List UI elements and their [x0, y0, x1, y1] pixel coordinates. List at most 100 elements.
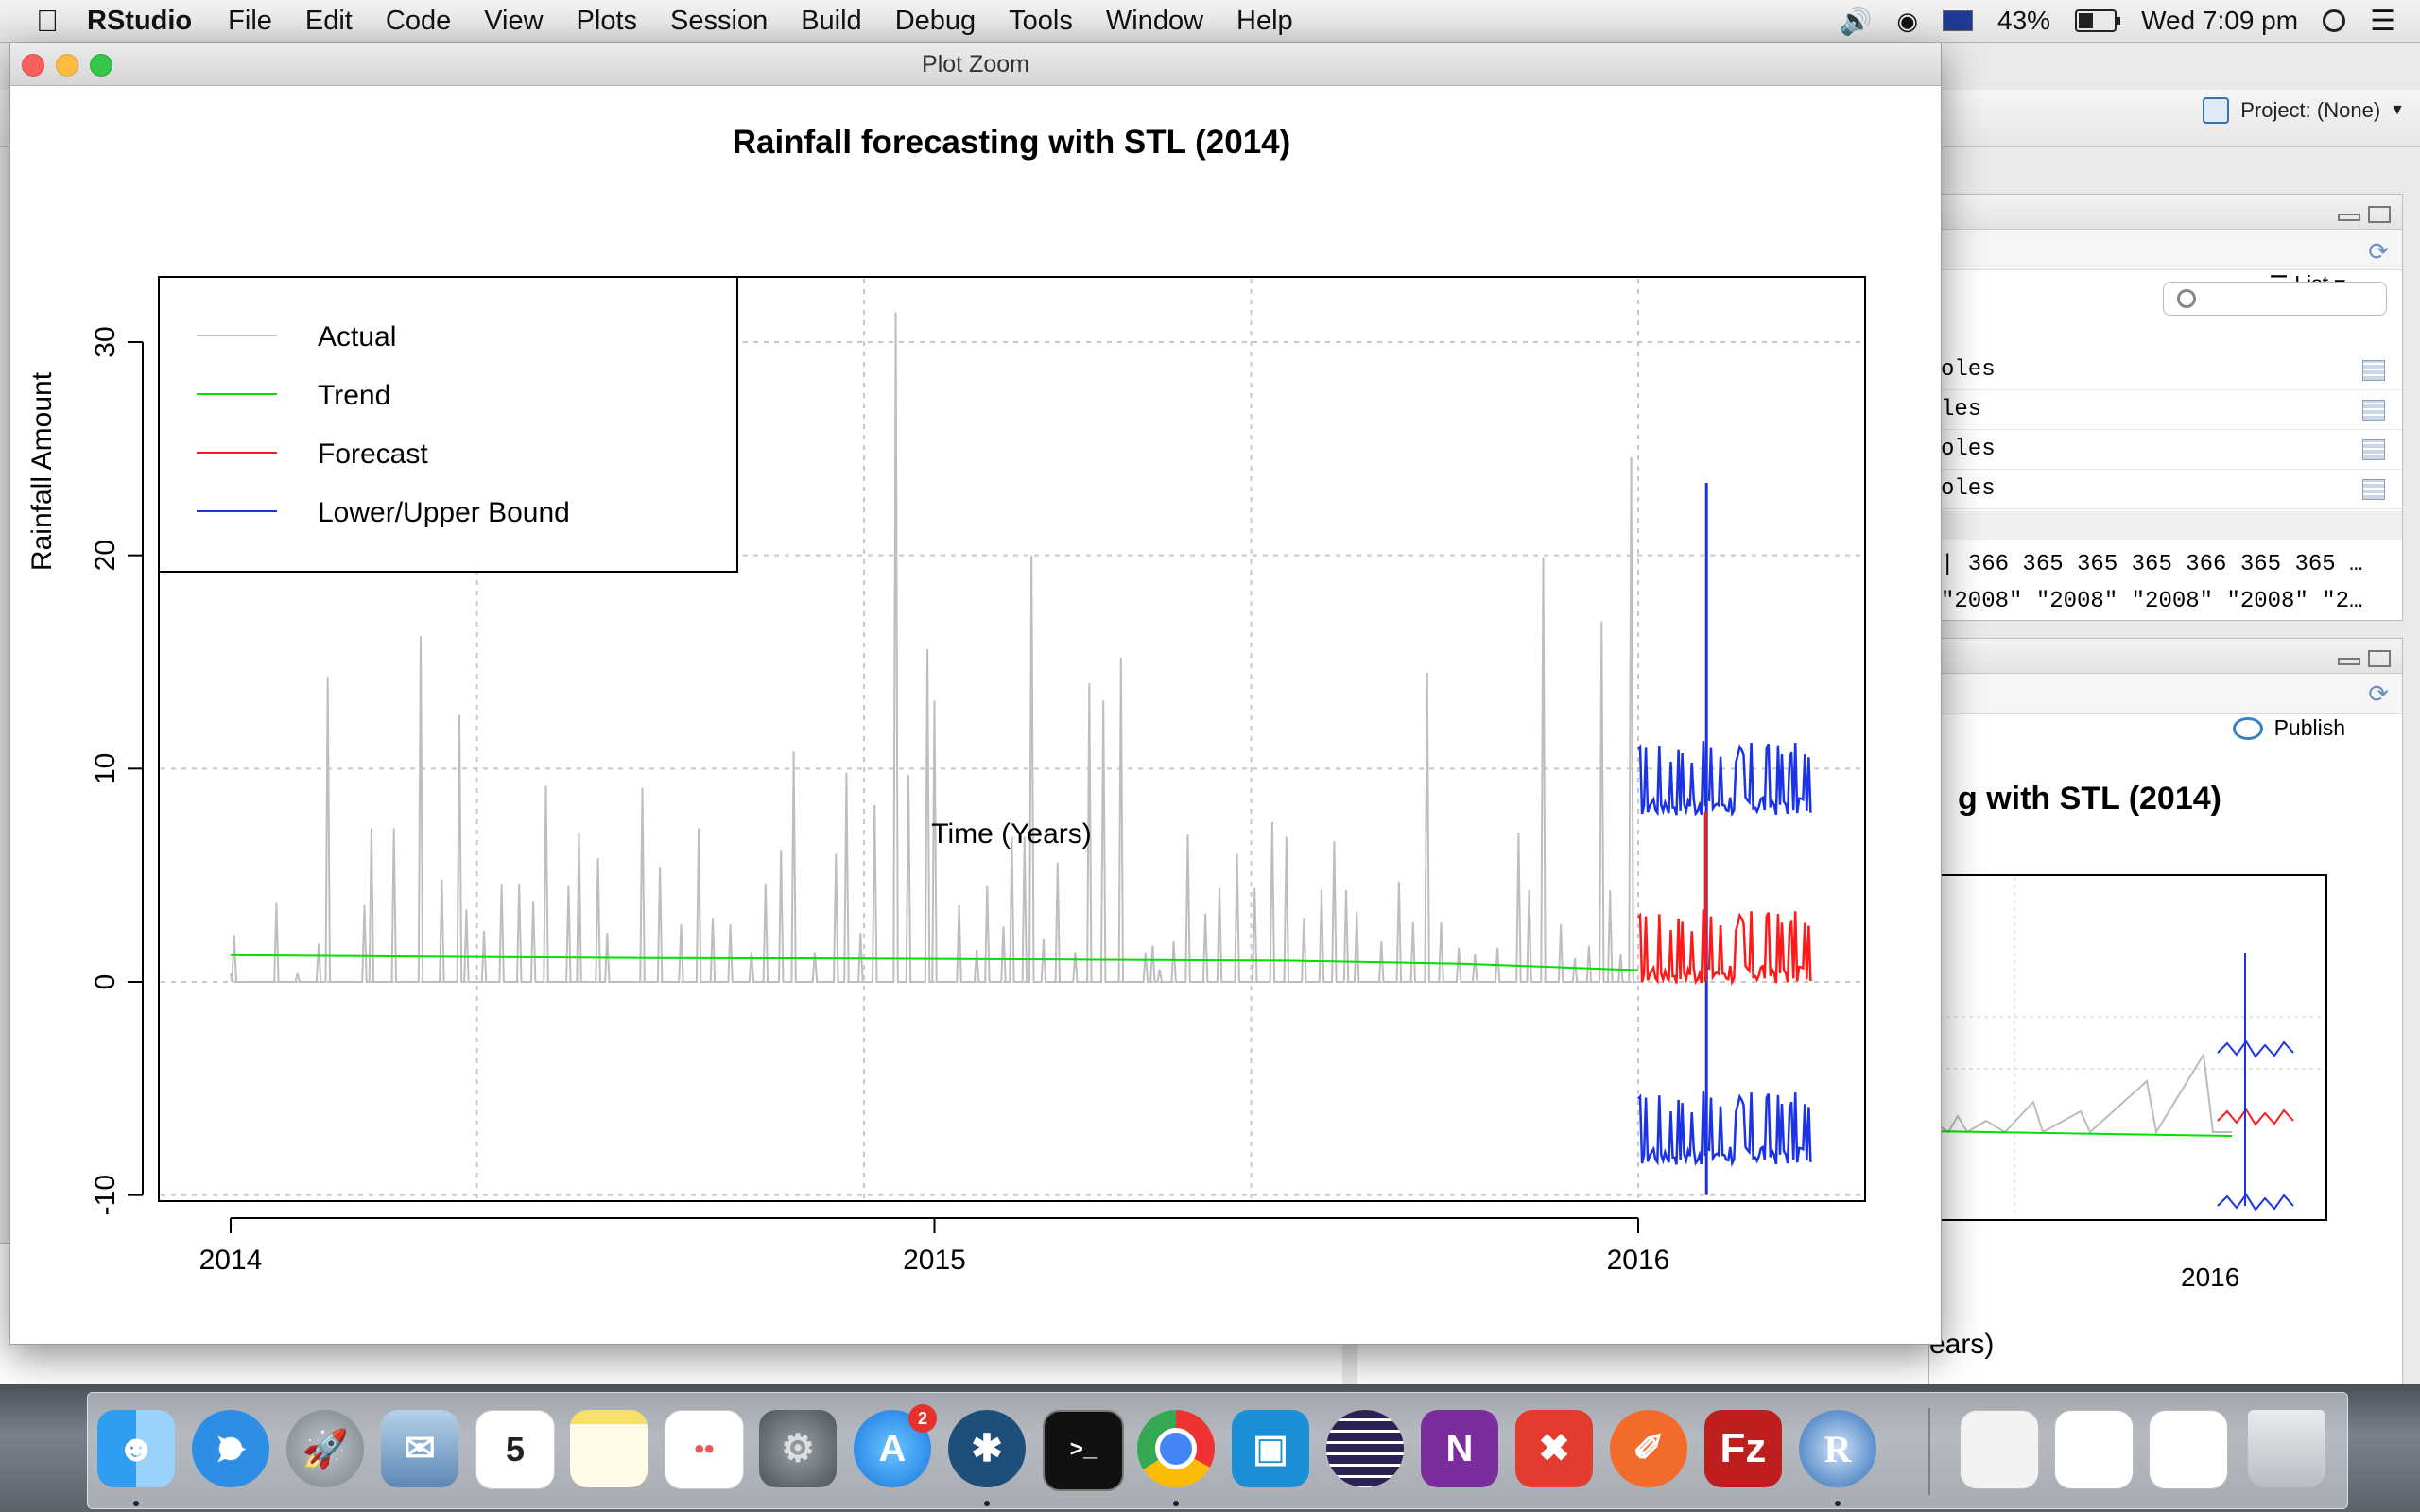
list-item[interactable]: oles: [1929, 470, 2402, 509]
screenshot-stack-icon[interactable]: [2149, 1410, 2228, 1489]
mini-plot-title: g with STL (2014): [1958, 781, 2221, 816]
sourcetree-icon[interactable]: ✱: [948, 1410, 1026, 1487]
x-tick-label: 2014: [199, 1245, 263, 1276]
terminal-icon[interactable]: >_: [1043, 1410, 1124, 1491]
trash-icon[interactable]: [2248, 1410, 2325, 1487]
plot-frame: [158, 276, 1866, 1202]
app-store-badge: 2: [908, 1404, 937, 1433]
environment-values-line: "2008" "2008" "2008" "2008" "2…: [1941, 589, 2363, 614]
environment-pane-header: [1929, 195, 2402, 230]
menu-edit[interactable]: Edit: [282, 5, 353, 36]
environment-values-line: | 366 365 365 365 366 365 365 …: [1941, 552, 2363, 577]
project-icon: [2203, 97, 2230, 124]
mail-icon[interactable]: ✉: [381, 1410, 458, 1487]
environment-item-name: les: [1941, 397, 1982, 422]
menu-bar:  RStudio File Edit Code View Plots Sess…: [0, 0, 2420, 43]
legend-label: Trend: [318, 380, 390, 411]
table-icon[interactable]: [2362, 360, 2385, 381]
menu-build[interactable]: Build: [778, 5, 862, 36]
menu-session[interactable]: Session: [648, 5, 768, 36]
eclipse-icon[interactable]: [1326, 1410, 1404, 1487]
spotlight-icon[interactable]: [2323, 9, 2346, 32]
list-item[interactable]: oles: [1929, 430, 2402, 470]
chart-title: Rainfall forecasting with STL (2014): [733, 124, 1291, 161]
y-tick-label: 20: [90, 540, 121, 571]
reminders-icon[interactable]: ••: [665, 1410, 744, 1489]
y-tick-label: -10: [90, 1175, 121, 1215]
zoom-window-icon[interactable]: [90, 54, 112, 77]
calendar-icon[interactable]: 5: [475, 1410, 555, 1489]
y-tick-label: 10: [90, 753, 121, 784]
environment-item-name: oles: [1941, 476, 1996, 502]
battery-icon[interactable]: [2075, 9, 2121, 32]
list-item[interactable]: les: [1929, 390, 2402, 430]
menu-file[interactable]: File: [205, 5, 272, 36]
crossover-icon[interactable]: ▣: [1232, 1410, 1309, 1487]
notes-icon[interactable]: [570, 1410, 648, 1487]
maximize-pane-icon[interactable]: [2368, 206, 2391, 223]
list-item[interactable]: oles: [1929, 351, 2402, 390]
menu-view[interactable]: View: [461, 5, 543, 36]
legend-box: [158, 276, 738, 573]
flag-icon[interactable]: [1943, 10, 1974, 31]
mini-plot: [1929, 874, 2327, 1221]
mini-x-tick-2016: 2016: [2181, 1263, 2240, 1292]
finder-icon[interactable]: ☻: [97, 1410, 175, 1487]
menu-code[interactable]: Code: [362, 5, 451, 36]
menu-app-name[interactable]: RStudio: [64, 5, 192, 36]
plot-zoom-window: Plot Zoom 2014 2015 2016 -10 0 10 20 30 Rainfal…: [9, 43, 1942, 1345]
xmind-icon[interactable]: ✖: [1515, 1410, 1593, 1487]
clock[interactable]: Wed 7:09 pm: [2141, 6, 2299, 35]
refresh-icon[interactable]: ⟳: [2368, 679, 2389, 708]
battery-percent[interactable]: 43%: [1997, 6, 2051, 35]
series-actual-line: [230, 312, 1637, 983]
menu-debug[interactable]: Debug: [872, 5, 976, 36]
environment-search-input[interactable]: [2163, 282, 2387, 316]
volume-icon[interactable]: 🔊: [1839, 6, 1873, 36]
chrome-icon[interactable]: [1137, 1410, 1215, 1487]
safari-icon[interactable]: ➤: [192, 1410, 269, 1487]
legend-label: Forecast: [318, 438, 428, 470]
document-stack-icon[interactable]: [2054, 1410, 2134, 1489]
r-app-icon[interactable]: R: [1799, 1410, 1876, 1487]
chevron-down-icon: ▼: [2390, 102, 2405, 118]
series-trend-line: [230, 954, 1639, 971]
system-preferences-icon[interactable]: ⚙: [759, 1410, 837, 1487]
onenote-icon[interactable]: N: [1421, 1410, 1498, 1487]
table-icon[interactable]: [2362, 400, 2385, 421]
minimize-window-icon[interactable]: [56, 54, 78, 77]
y-axis-label: Rainfall Amount: [26, 371, 58, 571]
y-tick-label: 30: [90, 326, 121, 357]
x-axis-label: Time (Years): [931, 818, 1091, 850]
window-title: Plot Zoom: [922, 51, 1029, 77]
chart-legend: Actual Trend Forecast Lower/Upper Bound: [158, 276, 738, 573]
paw-icon[interactable]: ✐: [1610, 1410, 1687, 1487]
apple-icon[interactable]: : [36, 4, 59, 39]
window-titlebar[interactable]: Plot Zoom: [10, 43, 1941, 86]
running-indicator: [1173, 1501, 1179, 1506]
launchpad-icon[interactable]: 🚀: [286, 1410, 364, 1487]
environment-item-name: oles: [1941, 357, 1996, 383]
refresh-icon[interactable]: ⟳: [2368, 237, 2389, 266]
close-window-icon[interactable]: [22, 54, 44, 77]
table-icon[interactable]: [2362, 439, 2385, 460]
x-tick-label: 2015: [903, 1245, 966, 1276]
downloads-stack-icon[interactable]: [1960, 1410, 2039, 1489]
publish-button[interactable]: Publish: [2232, 715, 2345, 741]
minimize-pane-icon[interactable]: [2338, 658, 2360, 665]
minimize-pane-icon[interactable]: [2338, 214, 2360, 221]
project-menu[interactable]: Project: (None) ▼: [2203, 97, 2405, 124]
menu-window[interactable]: Window: [1082, 5, 1203, 36]
maximize-pane-icon[interactable]: [2368, 650, 2391, 667]
filezilla-icon[interactable]: Fz: [1704, 1410, 1782, 1487]
table-icon[interactable]: [2362, 479, 2385, 500]
menu-help[interactable]: Help: [1214, 5, 1293, 36]
running-indicator: [133, 1501, 139, 1506]
x-tick-label: 2016: [1607, 1245, 1670, 1276]
menu-tools[interactable]: Tools: [986, 5, 1073, 36]
menu-plots[interactable]: Plots: [553, 5, 637, 36]
wifi-icon[interactable]: ◉: [1896, 6, 1919, 35]
notification-center-icon[interactable]: ☰: [2370, 5, 2395, 37]
series-upper-bound-line: [1637, 741, 1812, 817]
